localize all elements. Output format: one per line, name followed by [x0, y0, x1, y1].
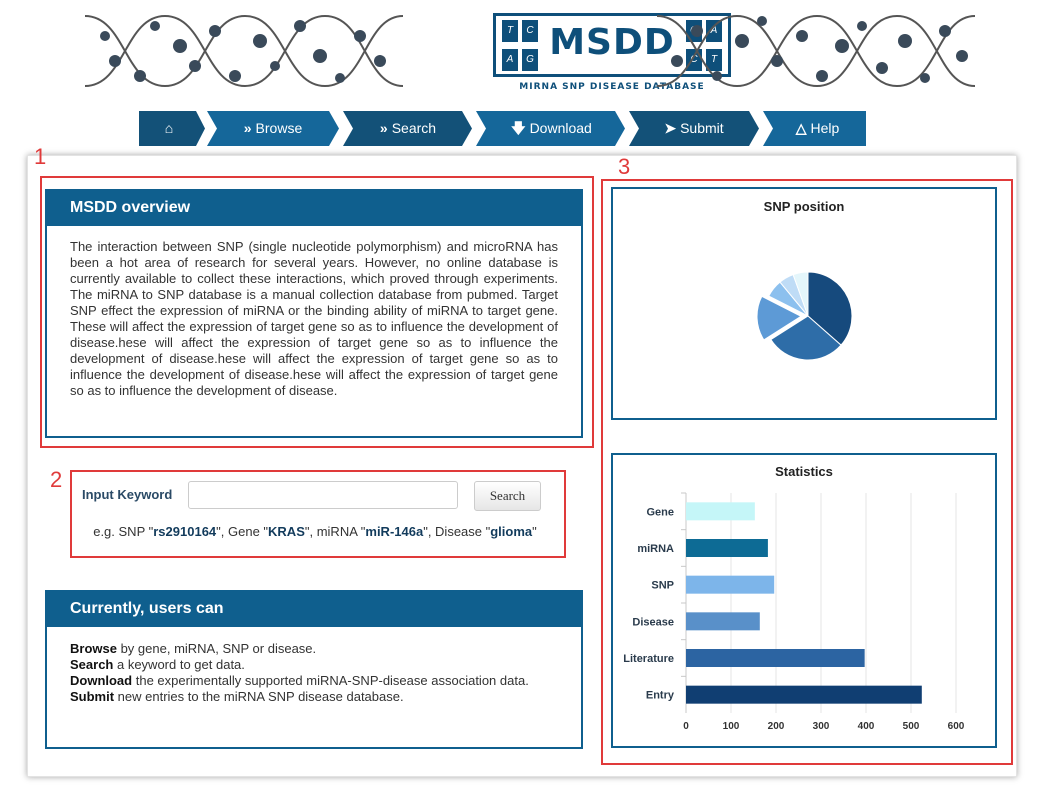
y-tick-label: Disease	[632, 616, 674, 628]
double-chevron-icon: »	[379, 120, 388, 136]
bar[interactable]	[686, 502, 755, 521]
x-tick-label: 300	[813, 721, 830, 732]
y-tick-label: Literature	[623, 653, 674, 665]
logo-letter: A	[706, 20, 722, 42]
example-prefix: e.g. SNP "	[93, 524, 154, 539]
download-icon: 🡇	[511, 120, 526, 136]
x-tick-label: 600	[948, 721, 965, 732]
logo-letter: T	[706, 49, 722, 71]
list-item: Browse by gene, miRNA, SNP or disease.	[70, 641, 558, 657]
x-tick-label: 0	[683, 721, 689, 732]
overview-panel: MSDD overview The interaction between SN…	[45, 189, 583, 438]
nav-background	[139, 111, 866, 146]
flask-icon: △	[795, 120, 807, 136]
bar[interactable]	[686, 685, 922, 704]
capabilities-list: Browse by gene, miRNA, SNP or disease. S…	[47, 627, 581, 718]
capability-text: the experimentally supported miRNA-SNP-d…	[132, 673, 529, 688]
statistics-chart-panel: Statistics 0 100 200 300 400 500 600 Gene miRNA S…	[611, 453, 997, 748]
pie-chart	[756, 271, 853, 361]
x-tick-label: 200	[768, 721, 785, 732]
list-item: Submit new entries to the miRNA SNP dise…	[70, 689, 558, 705]
pie-chart-title: SNP position	[763, 199, 845, 214]
capability-download: Download	[70, 673, 133, 688]
capability-submit: Submit	[70, 689, 115, 704]
bar-chart: 0 100 200 300 400 500 600 Gene miRNA SNP Disease Li…	[623, 492, 965, 732]
overview-text: The interaction between SNP (single nucl…	[70, 239, 558, 398]
pie-slice[interactable]	[807, 271, 853, 346]
nav-search-label: Search	[391, 120, 437, 136]
pie-slice[interactable]	[792, 271, 809, 317]
y-tick-label: Entry	[646, 690, 675, 702]
search-button[interactable]: Search	[474, 481, 541, 511]
nav-download-label: Download	[529, 120, 592, 136]
annotation-number-3: 3	[618, 154, 631, 179]
annotation-number-1: 1	[34, 144, 47, 169]
example-snp-link[interactable]: rs2910164	[153, 524, 217, 539]
logo-letter: C	[522, 20, 538, 42]
capabilities-title: Currently, users can	[47, 590, 581, 627]
nav-help-label: Help	[810, 120, 840, 136]
nav-search[interactable]: » Search	[349, 111, 467, 146]
keyword-label: Input Keyword	[82, 487, 173, 502]
annotation-box-3	[601, 179, 1013, 765]
capability-search: Search	[70, 657, 114, 672]
header-banner: T C A G MSDD G A C T MIRNA SNP DISEASE D…	[85, 6, 975, 98]
example-gene-link[interactable]: KRAS	[268, 524, 305, 539]
search-examples: e.g. SNP "rs2910164", Gene "KRAS", miRNA…	[70, 524, 560, 539]
x-tick-label: 100	[723, 721, 740, 732]
nav-home[interactable]: ⌂	[139, 111, 199, 146]
logo[interactable]: T C A G MSDD G A C T	[493, 13, 731, 77]
dna-helix-right-image	[657, 14, 975, 88]
logo-letter: A	[502, 49, 518, 71]
example-disease-link[interactable]: glioma	[490, 524, 533, 539]
bar[interactable]	[686, 649, 865, 667]
x-tick-label: 400	[858, 721, 875, 732]
nav-download[interactable]: 🡇 Download	[484, 111, 619, 146]
x-tick-label: 500	[903, 721, 920, 732]
nav-browse-label: Browse	[255, 120, 303, 136]
pie-slice[interactable]	[756, 295, 803, 341]
capability-text: a keyword to get data.	[113, 657, 245, 672]
annotation-box-1	[40, 176, 594, 448]
y-tick-label: Gene	[646, 506, 674, 518]
annotation-number-2: 2	[50, 467, 63, 492]
nav-browse[interactable]: » Browse	[214, 111, 332, 146]
bar-chart-title: Statistics	[775, 464, 833, 479]
logo-letter: G	[522, 49, 538, 71]
list-item: Download the experimentally supported mi…	[70, 673, 558, 689]
nav-submit-label: Submit	[680, 120, 724, 136]
y-tick-label: SNP	[651, 580, 674, 592]
dna-helix-left-image	[85, 14, 403, 88]
nav-submit[interactable]: ➤ Submit	[634, 111, 754, 146]
nav-help[interactable]: △ Help	[769, 111, 866, 146]
main-nav: ⌂ » Browse » Search 🡇 Download ➤ Submit △ Hel…	[139, 111, 866, 146]
home-icon: ⌂	[164, 120, 174, 136]
capability-text: new entries to the miRNA SNP disease dat…	[114, 689, 404, 704]
annotation-box-2	[70, 470, 566, 558]
double-chevron-icon: »	[243, 120, 252, 136]
bar[interactable]	[686, 539, 768, 557]
keyword-input[interactable]	[188, 481, 458, 509]
capability-browse: Browse	[70, 641, 117, 656]
capability-text: by gene, miRNA, SNP or disease.	[116, 641, 317, 656]
rocket-icon: ➤	[664, 120, 677, 136]
snp-position-chart-panel: SNP position	[611, 187, 997, 420]
example-prefix: ", Gene "	[216, 524, 269, 539]
logo-letter: T	[502, 20, 518, 42]
example-prefix: ", Disease "	[423, 524, 491, 539]
pie-slice[interactable]	[770, 315, 842, 361]
capabilities-panel: Currently, users can Browse by gene, miR…	[45, 590, 583, 749]
logo-title: MSDD	[549, 22, 675, 63]
example-mirna-link[interactable]: miR-146a	[365, 524, 424, 539]
example-prefix: ", miRNA "	[304, 524, 366, 539]
bar[interactable]	[686, 575, 775, 594]
y-tick-label: miRNA	[637, 543, 674, 555]
overview-title: MSDD overview	[47, 189, 581, 226]
list-item: Search a keyword to get data.	[70, 657, 558, 673]
bar[interactable]	[686, 612, 760, 631]
logo-subtitle: MIRNA SNP DISEASE DATABASE	[519, 82, 705, 92]
example-suffix: "	[532, 524, 537, 539]
